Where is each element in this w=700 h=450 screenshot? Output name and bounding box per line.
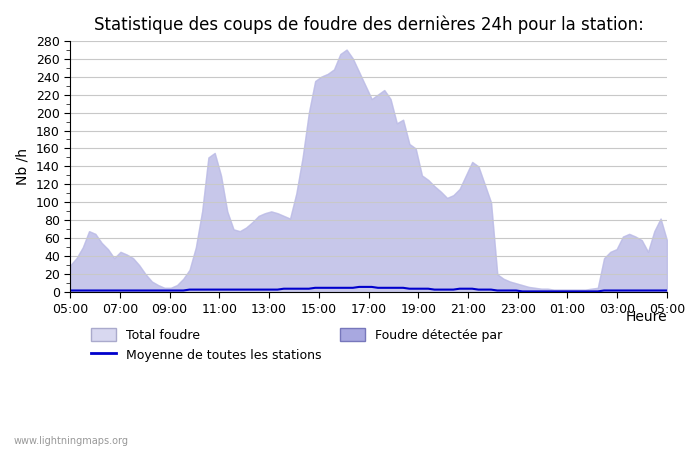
Moyenne de toutes les stations [355, 284, 363, 290]
Moyenne de toutes les stations [148, 288, 156, 293]
Moyenne de toutes les stations [663, 288, 671, 293]
Moyenne de toutes les stations [518, 289, 526, 294]
Moyenne de toutes les stations [236, 287, 244, 292]
Moyenne de toutes les stations [66, 288, 74, 293]
Moyenne de toutes les stations [374, 285, 382, 291]
Moyenne de toutes les stations [625, 288, 634, 293]
Legend: Total foudre, Moyenne de toutes les stations, Foudre détectée par: Total foudre, Moyenne de toutes les stat… [91, 328, 503, 361]
Text: Heure: Heure [625, 310, 667, 324]
Moyenne de toutes les stations [323, 285, 332, 291]
Text: www.lightningmaps.org: www.lightningmaps.org [14, 436, 129, 446]
Line: Moyenne de toutes les stations: Moyenne de toutes les stations [70, 287, 667, 292]
Title: Statistique des coups de foudre des dernières 24h pour la station:: Statistique des coups de foudre des dern… [94, 15, 643, 33]
Y-axis label: Nb /h: Nb /h [15, 148, 29, 185]
Moyenne de toutes les stations [393, 285, 401, 291]
